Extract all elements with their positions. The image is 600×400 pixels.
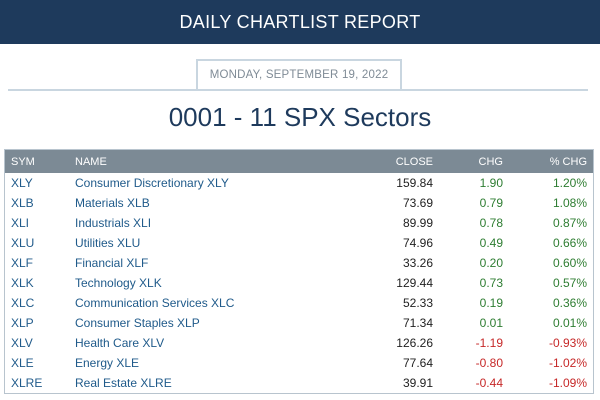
row-pct-change-value: -0.93%: [548, 336, 587, 350]
row-change-value: -0.44: [475, 376, 503, 390]
row-symbol-link[interactable]: XLK: [11, 276, 34, 290]
row-pct-change-value: 1.08%: [552, 196, 587, 210]
column-header-chg[interactable]: CHG: [478, 155, 503, 168]
sector-table: SYM NAME CLOSE CHG % CHG XLY Consumer Dis…: [4, 149, 594, 394]
table-row: XLP Consumer Staples XLP 71.34 0.01 0.01%: [5, 313, 593, 333]
row-change-value: 0.73: [479, 276, 503, 290]
table-row: XLU Utilities XLU 74.96 0.49 0.66%: [5, 233, 593, 253]
row-symbol-link[interactable]: XLB: [11, 196, 34, 210]
row-close-value: 39.91: [402, 376, 433, 390]
column-header-pct-chg[interactable]: % CHG: [549, 155, 587, 168]
table-row: XLB Materials XLB 73.69 0.79 1.08%: [5, 193, 593, 213]
row-pct-change-value: 0.60%: [552, 256, 587, 270]
row-close-value: 52.33: [402, 296, 433, 310]
report-date-text: MONDAY, SEPTEMBER 19, 2022: [209, 69, 389, 81]
row-close-value: 71.34: [402, 316, 433, 330]
row-close-value: 74.96: [402, 236, 433, 250]
row-name-link[interactable]: Energy XLE: [75, 356, 140, 370]
row-change-value: 0.49: [479, 236, 503, 250]
table-row: XLY Consumer Discretionary XLY 159.84 1.90 1…: [5, 173, 593, 193]
row-symbol-link[interactable]: XLF: [11, 256, 34, 270]
row-change-value: -1.19: [475, 336, 503, 350]
row-pct-change-value: 0.87%: [552, 216, 587, 230]
row-symbol-link[interactable]: XLE: [11, 356, 34, 370]
row-name-link[interactable]: Consumer Staples XLP: [75, 316, 200, 330]
row-name-link[interactable]: Consumer Discretionary XLY: [75, 176, 229, 190]
row-close-value: 126.26: [396, 336, 433, 350]
column-header-sym[interactable]: SYM: [11, 155, 35, 168]
row-symbol-link[interactable]: XLV: [11, 336, 33, 350]
table-row: XLV Health Care XLV 126.26 -1.19 -0.93%: [5, 333, 593, 353]
report-header: DAILY CHARTLIST REPORT: [0, 0, 600, 44]
row-name-link[interactable]: Health Care XLV: [75, 336, 165, 350]
row-change-value: -0.80: [475, 356, 503, 370]
row-pct-change-value: -1.02%: [548, 356, 587, 370]
row-pct-change-value: 0.57%: [552, 276, 587, 290]
row-change-value: 1.90: [479, 176, 503, 190]
row-name-link[interactable]: Technology XLK: [75, 276, 162, 290]
row-symbol-link[interactable]: XLC: [11, 296, 35, 310]
table-row: XLI Industrials XLI 89.99 0.78 0.87%: [5, 213, 593, 233]
table-row: XLRE Real Estate XLRE 39.91 -0.44 -1.09%: [5, 373, 593, 393]
column-header-close[interactable]: CLOSE: [395, 155, 433, 168]
date-divider: [8, 89, 588, 91]
row-close-value: 89.99: [402, 216, 433, 230]
row-pct-change-value: 0.36%: [552, 296, 587, 310]
chartlist-title: 0001 - 11 SPX Sectors: [168, 102, 432, 132]
row-name-link[interactable]: Industrials XLI: [75, 216, 152, 230]
row-close-value: 73.69: [402, 196, 433, 210]
row-symbol-link[interactable]: XLI: [11, 216, 30, 230]
table-row: XLF Financial XLF 33.26 0.20 0.60%: [5, 253, 593, 273]
row-pct-change-value: 0.66%: [552, 236, 587, 250]
row-name-link[interactable]: Utilities XLU: [75, 236, 141, 250]
row-change-value: 0.19: [479, 296, 503, 310]
row-pct-change-value: 1.20%: [552, 176, 587, 190]
table-row: XLK Technology XLK 129.44 0.73 0.57%: [5, 273, 593, 293]
row-change-value: 0.01: [479, 316, 503, 330]
row-symbol-link[interactable]: XLY: [11, 176, 33, 190]
row-change-value: 0.20: [479, 256, 503, 270]
row-name-link[interactable]: Communication Services XLC: [75, 296, 235, 310]
row-symbol-link[interactable]: XLU: [11, 236, 35, 250]
row-close-value: 159.84: [396, 176, 433, 190]
row-close-value: 33.26: [402, 256, 433, 270]
row-symbol-link[interactable]: XLP: [11, 316, 34, 330]
row-name-link[interactable]: Materials XLB: [75, 196, 150, 210]
row-close-value: 129.44: [396, 276, 433, 290]
table-row: XLC Communication Services XLC 52.33 0.19 0.…: [5, 293, 593, 313]
row-pct-change-value: -1.09%: [548, 376, 587, 390]
table-row: XLE Energy XLE 77.64 -0.80 -1.02%: [5, 353, 593, 373]
row-pct-change-value: 0.01%: [552, 316, 587, 330]
report-date: MONDAY, SEPTEMBER 19, 2022: [196, 59, 402, 89]
row-name-link[interactable]: Financial XLF: [75, 256, 149, 270]
column-header-name[interactable]: NAME: [75, 155, 107, 168]
row-change-value: 0.78: [479, 216, 503, 230]
row-change-value: 0.79: [479, 196, 503, 210]
row-symbol-link[interactable]: XLRE: [11, 376, 43, 390]
table-header-row: SYM NAME CLOSE CHG % CHG: [5, 150, 593, 173]
row-name-link[interactable]: Real Estate XLRE: [75, 376, 172, 390]
report-header-title: DAILY CHARTLIST REPORT: [179, 11, 421, 32]
row-close-value: 77.64: [402, 356, 433, 370]
